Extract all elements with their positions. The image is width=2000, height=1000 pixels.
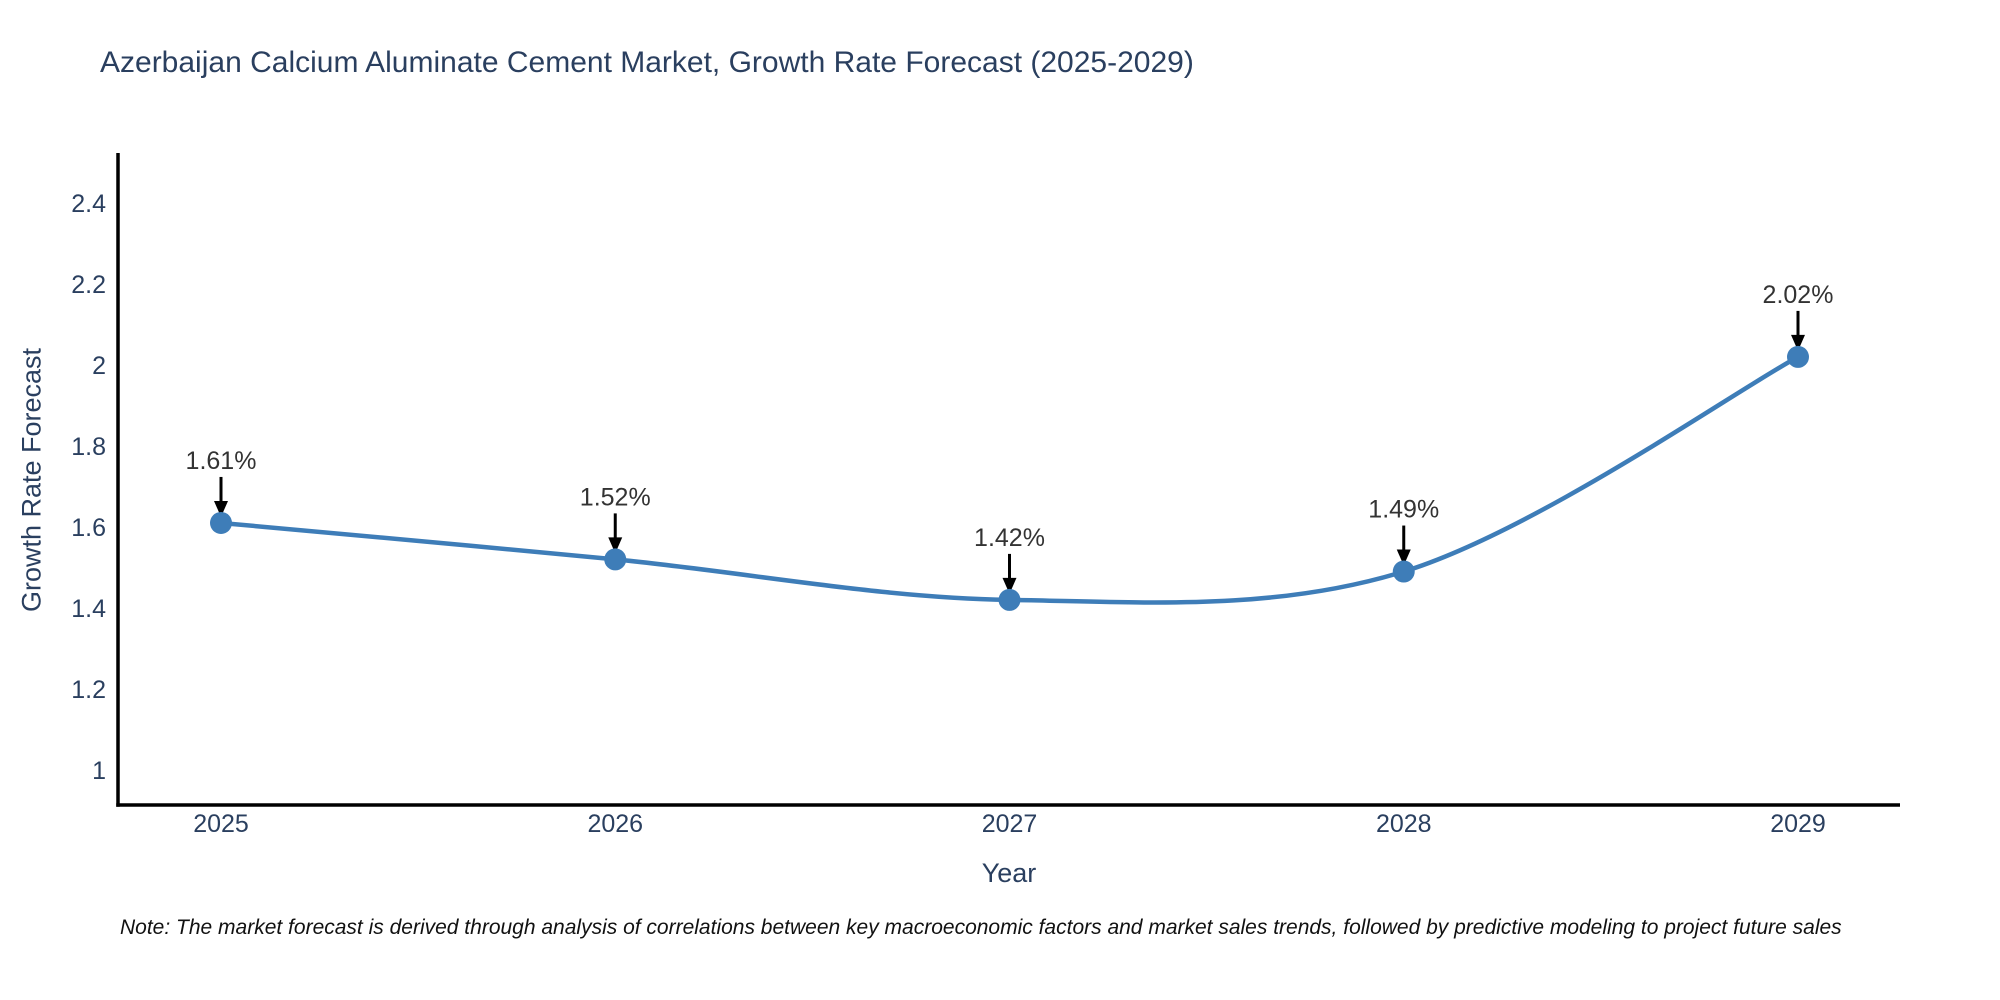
annotation-label-2029: 2.02% xyxy=(1763,281,1834,309)
data-point-2029[interactable] xyxy=(1787,345,1809,368)
y-tick-label-2.4: 2.4 xyxy=(71,190,106,218)
annotation-label-2027: 1.42% xyxy=(974,524,1045,552)
data-point-2026[interactable] xyxy=(604,548,627,571)
x-tick-label-2026: 2026 xyxy=(587,810,643,838)
annotation-arrowhead-2025 xyxy=(214,500,228,517)
x-tick-label-2027: 2027 xyxy=(982,810,1038,838)
annotation-arrowhead-2029 xyxy=(1791,334,1805,351)
x-tick-label-2028: 2028 xyxy=(1376,810,1432,838)
y-tick-label-2: 2 xyxy=(92,352,106,380)
data-point-2028[interactable] xyxy=(1392,560,1415,583)
annotation-label-2025: 1.61% xyxy=(186,447,257,475)
footnote: Note: The market forecast is derived thr… xyxy=(120,916,1842,939)
y-tick-label-2.2: 2.2 xyxy=(71,271,106,299)
annotation-arrowhead-2027 xyxy=(1002,577,1017,594)
x-axis-title: Year xyxy=(981,858,1037,888)
data-point-2027[interactable] xyxy=(998,588,1021,611)
chart-title: Azerbaijan Calcium Aluminate Cement Mark… xyxy=(100,46,1194,79)
annotation-arrowhead-2028 xyxy=(1396,549,1411,566)
y-tick-label-1.2: 1.2 xyxy=(71,676,106,704)
annotation-label-2028: 1.49% xyxy=(1368,496,1439,524)
y-tick-label-1: 1 xyxy=(92,757,106,785)
y-tick-label-1.8: 1.8 xyxy=(71,433,106,461)
annotation-label-2026: 1.52% xyxy=(580,483,651,511)
x-tick-label-2025: 2025 xyxy=(193,810,249,838)
data-point-2025[interactable] xyxy=(210,511,232,534)
y-tick-label-1.6: 1.6 xyxy=(71,514,106,542)
x-tick-label-2029: 2029 xyxy=(1770,810,1826,838)
y-tick-label-1.4: 1.4 xyxy=(71,595,106,623)
annotation-arrowhead-2026 xyxy=(608,537,623,554)
